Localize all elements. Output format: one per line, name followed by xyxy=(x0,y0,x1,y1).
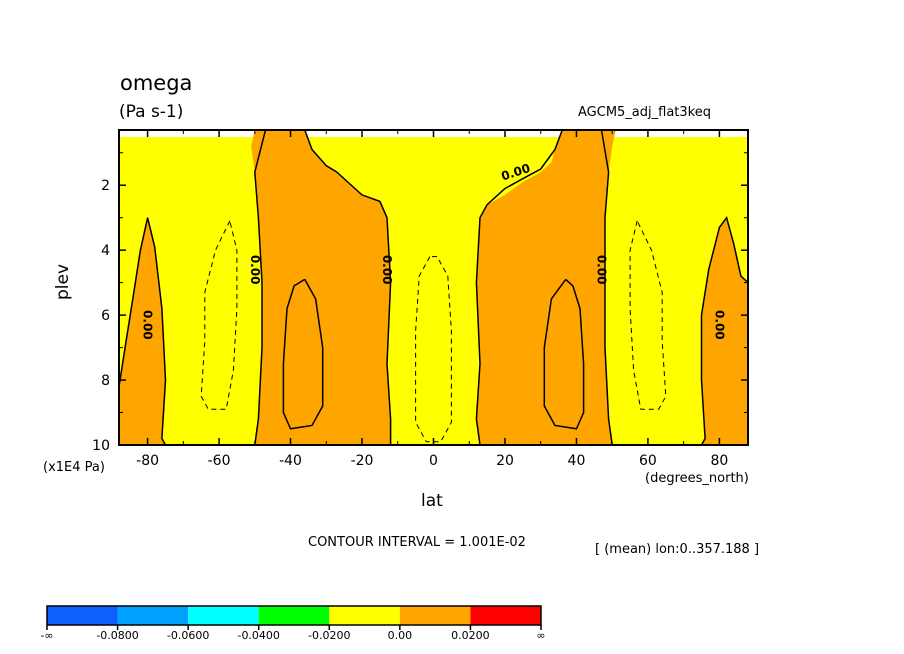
colorbar-swatch xyxy=(258,606,330,625)
y-axis-label: plev xyxy=(53,263,73,300)
colorbar-swatch xyxy=(47,606,118,625)
contour-line-negative xyxy=(200,220,238,410)
x-units-label: (degrees_north) xyxy=(645,471,749,486)
contour-line xyxy=(543,278,585,430)
colorbar-swatch xyxy=(470,606,541,625)
contour-region xyxy=(701,217,748,445)
y-tick-label: 10 xyxy=(92,438,110,454)
contour-line xyxy=(282,278,324,430)
colorbar-label: ∞ xyxy=(536,629,545,642)
contour-line xyxy=(119,217,167,445)
y-units-label: (x1E4 Pa) xyxy=(43,460,105,475)
colorbar-swatch xyxy=(188,606,259,625)
units-label: (Pa s-1) xyxy=(119,102,184,122)
x-tick-label: -60 xyxy=(208,453,231,469)
contour-line-negative xyxy=(629,220,667,410)
colorbar-swatch xyxy=(399,606,471,625)
contour-label: 0.00 xyxy=(712,310,726,340)
contour-line xyxy=(700,216,748,445)
y-tick-label: 2 xyxy=(101,178,110,194)
colorbar-label: 0.00 xyxy=(388,629,413,642)
colorbar-label: 0.0200 xyxy=(451,629,490,642)
x-tick-label: -20 xyxy=(351,453,374,469)
x-tick-label: 0 xyxy=(429,453,438,469)
y-tick-label: 8 xyxy=(101,373,110,389)
colorbar-label: -0.0200 xyxy=(308,629,350,642)
contour-interval-label: CONTOUR INTERVAL = 1.001E-02 xyxy=(308,535,526,550)
y-tick-label: 4 xyxy=(101,243,110,259)
contour-label: 0.00 xyxy=(248,255,262,285)
colorbar-swatch xyxy=(117,606,189,625)
x-tick-label: 20 xyxy=(496,453,514,469)
x-tick-label: 80 xyxy=(710,453,728,469)
y-tick-label: 6 xyxy=(101,308,110,324)
x-tick-label: 40 xyxy=(568,453,586,469)
contour-line xyxy=(600,130,613,445)
contour-region xyxy=(119,217,166,445)
plot-background xyxy=(119,130,748,445)
colorbar-label: -∞ xyxy=(40,629,53,642)
colorbar-label: -0.0800 xyxy=(96,629,138,642)
colorbar-label: -0.0400 xyxy=(237,629,279,642)
colorbar-frame xyxy=(46,605,542,626)
contour-line-negative xyxy=(415,256,452,443)
run-name-label: AGCM5_adj_flat3keq xyxy=(578,105,711,120)
contour-label: 0.00 xyxy=(594,255,608,285)
contour-label: 0.00 xyxy=(380,255,394,285)
variable-title: omega xyxy=(120,71,193,95)
colorbar-label: -0.0600 xyxy=(167,629,209,642)
colorbar-swatch xyxy=(329,606,400,625)
contour-label: 0.00 xyxy=(141,310,155,340)
contour-line xyxy=(304,130,392,445)
contour-line xyxy=(254,130,267,445)
x-axis-label: lat xyxy=(421,491,443,511)
mean-note-label: [ (mean) lon:0..357.188 ] xyxy=(595,542,760,557)
x-tick-label: -80 xyxy=(136,453,159,469)
x-tick-label: 60 xyxy=(639,453,657,469)
contour-region xyxy=(251,130,391,445)
contour-line xyxy=(475,130,563,445)
contour-region xyxy=(476,130,616,445)
x-tick-label: -40 xyxy=(279,453,302,469)
